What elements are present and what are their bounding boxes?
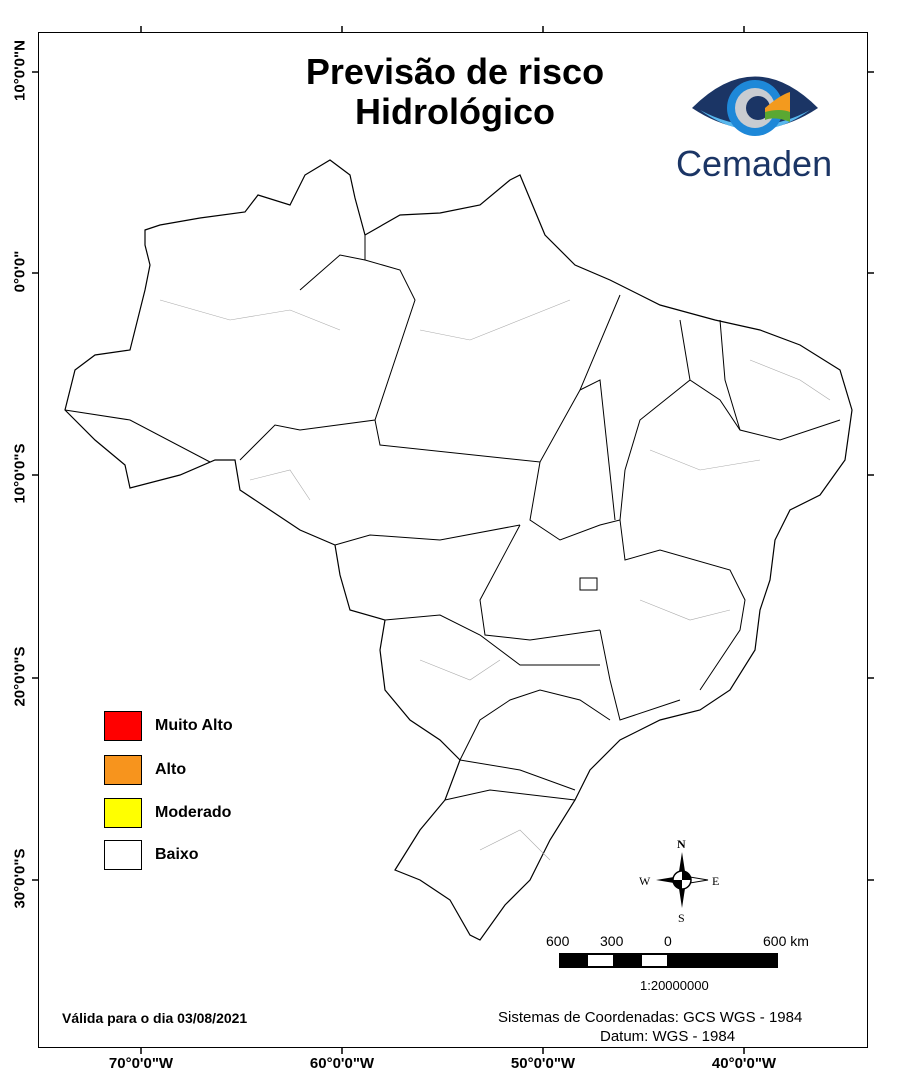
legend-swatch-alto xyxy=(104,755,142,785)
legend-swatch-muito-alto xyxy=(104,711,142,741)
title-line-1: Previsão de risco xyxy=(305,51,605,92)
datum-text: Datum: WGS - 1984 xyxy=(600,1028,736,1045)
municipal-borders xyxy=(159,299,831,861)
lon-label-60w: 60°0'0"W xyxy=(309,1055,375,1072)
legend-label-baixo: Baixo xyxy=(155,846,199,863)
legend-swatch-baixo xyxy=(104,840,142,870)
scale-bar xyxy=(559,953,778,968)
scale-label-600: 600 xyxy=(546,933,570,949)
compass-s: S xyxy=(678,911,685,925)
legend-label-alto: Alto xyxy=(155,761,187,778)
compass-w: W xyxy=(639,874,651,888)
legend-label-muito-alto: Muito Alto xyxy=(155,717,233,734)
state-borders xyxy=(64,235,841,801)
compass-e: E xyxy=(712,874,719,888)
scale-label-0: 0 xyxy=(664,933,672,949)
legend-swatch-moderado xyxy=(104,798,142,828)
cemaden-logo-icon xyxy=(692,76,818,136)
map-frame xyxy=(38,32,868,1048)
scale-ratio: 1:20000000 xyxy=(640,978,709,993)
lon-label-50w: 50°0'0"W xyxy=(510,1055,576,1072)
map-title: Previsão de risco Hidrológico xyxy=(230,52,680,132)
lat-label-10s: 10°0'0"S xyxy=(11,443,29,504)
valid-date-text: Válida para o dia 03/08/2021 xyxy=(62,1010,248,1026)
lat-label-30s: 30°0'0"S xyxy=(11,848,29,909)
lat-label-10n: 10°0'0"N xyxy=(11,40,29,101)
lon-label-40w: 40°0'0"W xyxy=(711,1055,777,1072)
scale-label-300: 300 xyxy=(600,933,624,949)
compass-n: N xyxy=(677,837,686,851)
north-arrow-compass: N S E W xyxy=(639,837,719,925)
lat-label-20s: 20°0'0"S xyxy=(11,646,29,707)
coord-system-text: Sistemas de Coordenadas: GCS WGS - 1984 xyxy=(498,1009,803,1026)
title-line-2: Hidrológico xyxy=(355,91,555,132)
legend-label-moderado: Moderado xyxy=(155,804,232,821)
lon-label-70w: 70°0'0"W xyxy=(108,1055,174,1072)
logo-text: Cemaden xyxy=(676,143,833,184)
brazil-outline xyxy=(64,159,853,941)
scale-label-600km: 600 km xyxy=(763,933,809,949)
lat-label-0: 0°0'0" xyxy=(11,250,29,293)
